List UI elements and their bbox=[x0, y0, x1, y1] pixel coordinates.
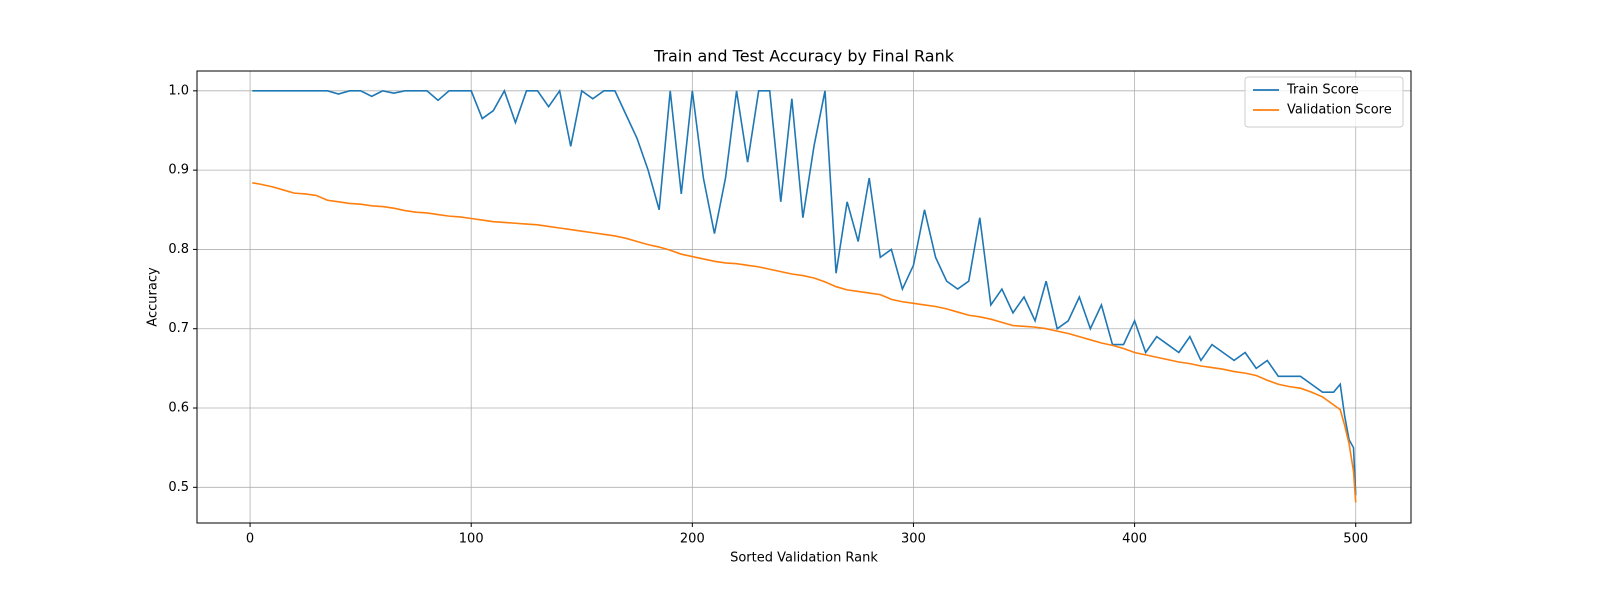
legend-label: Train Score bbox=[1286, 83, 1359, 98]
legend-label: Validation Score bbox=[1287, 103, 1392, 118]
series-line bbox=[252, 182, 1357, 503]
x-tick-label: 300 bbox=[901, 532, 926, 547]
x-tick-label: 500 bbox=[1343, 532, 1368, 547]
y-axis-label: Accuracy bbox=[146, 267, 161, 327]
x-tick-label: 400 bbox=[1122, 532, 1147, 547]
plot-frame bbox=[196, 70, 1412, 524]
y-tick-label: 0.9 bbox=[168, 163, 189, 178]
x-axis-label: Sorted Validation Rank bbox=[730, 551, 878, 566]
y-tick-label: 0.5 bbox=[168, 480, 189, 495]
series-line bbox=[252, 88, 1357, 496]
x-tick-label: 100 bbox=[459, 532, 484, 547]
x-tick-label: 200 bbox=[680, 532, 705, 547]
y-tick-label: 1.0 bbox=[168, 83, 189, 98]
chart-title: Train and Test Accuracy by Final Rank bbox=[653, 47, 955, 66]
y-tick-label: 0.8 bbox=[168, 242, 189, 257]
x-tick-label: 0 bbox=[246, 532, 254, 547]
y-tick-label: 0.7 bbox=[168, 321, 189, 336]
legend-box bbox=[1244, 76, 1404, 128]
y-tick-label: 0.6 bbox=[168, 401, 189, 416]
